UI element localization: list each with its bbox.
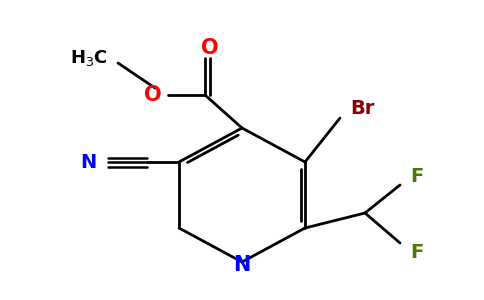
Text: N: N xyxy=(80,152,96,172)
Text: H$_3$C: H$_3$C xyxy=(70,48,108,68)
Text: O: O xyxy=(201,38,219,58)
Text: F: F xyxy=(410,167,423,187)
Text: F: F xyxy=(410,242,423,262)
Text: O: O xyxy=(144,85,162,105)
Text: Br: Br xyxy=(350,98,375,118)
Text: N: N xyxy=(233,255,251,275)
